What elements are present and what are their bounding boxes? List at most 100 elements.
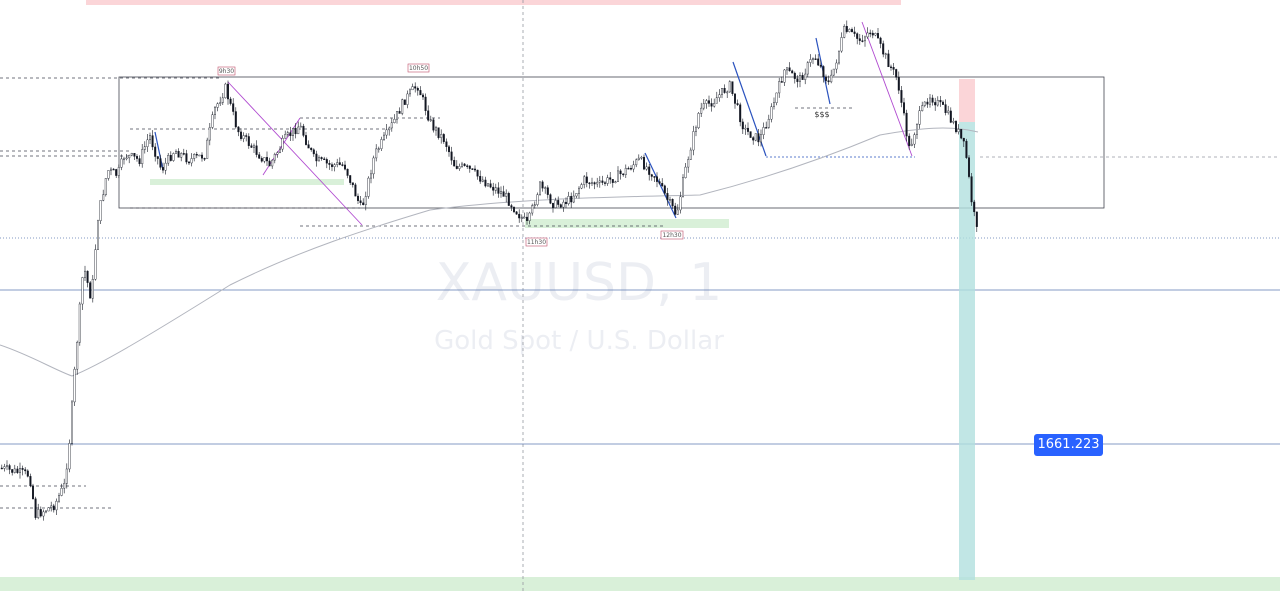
- candle-body-74: [193, 154, 196, 159]
- candle-body-310: [806, 62, 809, 75]
- candle-body-121: [315, 153, 318, 162]
- candle-body-267: [695, 127, 698, 132]
- candle-body-313: [814, 58, 817, 60]
- candle-body-40: [104, 178, 107, 196]
- candle-body-15: [39, 509, 42, 517]
- candle-body-222: [578, 187, 581, 194]
- candle-body-125: [325, 159, 328, 164]
- candle-body-373: [970, 176, 973, 203]
- candle-body-276: [718, 94, 721, 98]
- candle-body-100: [260, 158, 263, 162]
- candle-body-290: [754, 133, 757, 141]
- candle-body-239: [622, 173, 625, 176]
- candle-body-11: [29, 476, 32, 487]
- candle-body-335: [871, 32, 874, 36]
- candles: [0, 20, 978, 521]
- candle-body-163: [424, 96, 427, 111]
- candle-body-173: [450, 151, 453, 161]
- moving-average-line: [0, 127, 979, 377]
- candle-body-206: [536, 194, 539, 205]
- candle-body-338: [879, 37, 882, 44]
- demand-zone-left: [150, 179, 344, 185]
- candle-body-118: [307, 144, 310, 149]
- candle-body-272: [708, 100, 711, 104]
- candle-body-83: [216, 103, 219, 108]
- candle-body-259: [674, 205, 677, 215]
- candle-body-49: [128, 154, 131, 159]
- candle-body-305: [793, 72, 796, 79]
- candle-body-141: [367, 177, 370, 197]
- range-box[interactable]: [118, 76, 1105, 209]
- candle-body-144: [375, 148, 378, 159]
- candle-body-326: [848, 29, 851, 32]
- candle-body-81: [211, 114, 214, 128]
- candle-body-63: [164, 162, 167, 171]
- time-tag-11h30-label: 11h30: [527, 239, 546, 246]
- candle-body-237: [617, 170, 620, 182]
- candle-body-41: [107, 170, 110, 179]
- candle-body-103: [268, 160, 271, 167]
- candle-body-156: [406, 93, 409, 105]
- candle-body-113: [294, 127, 297, 135]
- candle-body-264: [687, 159, 690, 168]
- time-tag-10h50: 10h50: [407, 63, 430, 73]
- time-tag-12h30-label: 12h30: [662, 232, 681, 239]
- candle-body-191: [497, 187, 500, 194]
- candle-body-155: [403, 99, 406, 105]
- candle-body-358: [931, 97, 934, 103]
- candle-body-231: [601, 180, 604, 183]
- candle-body-371: [965, 140, 968, 158]
- candle-body-238: [619, 170, 622, 175]
- candle-body-120: [312, 149, 315, 155]
- candle-body-327: [851, 29, 854, 33]
- candle-body-136: [354, 184, 357, 197]
- candle-body-119: [310, 147, 313, 150]
- candle-body-212: [552, 203, 555, 208]
- candle-body-240: [624, 167, 627, 175]
- candle-body-366: [952, 121, 955, 123]
- candle-body-182: [474, 168, 477, 171]
- candle-body-0: [0, 467, 3, 470]
- candle-body-16: [42, 511, 45, 517]
- candle-body-1: [3, 466, 6, 469]
- candle-body-303: [788, 67, 791, 72]
- candle-body-117: [305, 135, 308, 145]
- candle-body-355: [923, 101, 926, 106]
- candle-body-105: [273, 154, 276, 161]
- candle-body-153: [398, 111, 401, 114]
- candle-body-280: [728, 81, 731, 93]
- candle-body-218: [567, 196, 570, 205]
- candle-body-172: [448, 146, 451, 153]
- candle-body-227: [591, 182, 594, 184]
- candle-body-214: [557, 200, 560, 205]
- candle-body-109: [284, 134, 287, 139]
- candle-body-13: [34, 498, 37, 518]
- candle-body-104: [271, 159, 274, 167]
- candle-body-161: [419, 90, 422, 96]
- candle-body-27: [70, 401, 73, 444]
- candle-body-46: [120, 158, 123, 168]
- candle-body-159: [414, 86, 417, 89]
- candle-body-348: [905, 112, 908, 137]
- candle-body-8: [21, 468, 24, 470]
- candle-body-42: [109, 168, 112, 171]
- candle-body-154: [401, 99, 404, 114]
- candle-body-307: [799, 75, 802, 82]
- candle-body-162: [422, 94, 425, 98]
- current-price-label[interactable]: 1661.223: [1034, 434, 1103, 456]
- candle-body-148: [385, 129, 388, 136]
- candle-body-361: [939, 99, 942, 103]
- time-tag-11h30: 11h30: [525, 237, 548, 247]
- candle-body-292: [760, 134, 763, 143]
- candle-body-36: [94, 249, 97, 280]
- candle-body-29: [76, 341, 79, 370]
- candle-body-289: [752, 137, 755, 141]
- candle-body-175: [455, 165, 458, 169]
- impulse-line-7: [262, 117, 301, 176]
- candle-body-4: [11, 469, 14, 473]
- candle-body-363: [944, 104, 947, 113]
- candle-body-86: [224, 83, 227, 99]
- candle-body-187: [487, 183, 490, 187]
- candle-body-10: [26, 470, 29, 477]
